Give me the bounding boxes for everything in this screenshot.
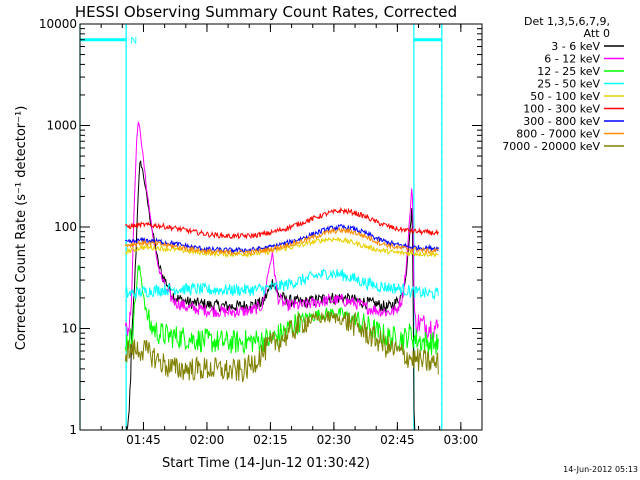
x-tick-label: 02:45 (380, 433, 415, 447)
legend-label: 7000 - 20000 keV (502, 140, 600, 153)
y-tick-label: 100 (54, 220, 77, 234)
chart-title: HESSI Observing Summary Count Rates, Cor… (75, 3, 457, 21)
series-line (124, 120, 439, 340)
legend-label: 3 - 6 keV (551, 40, 600, 53)
legend-label: 50 - 100 keV (530, 90, 600, 103)
legend-label: 300 - 800 keV (523, 115, 600, 128)
x-tick-label: 02:00 (190, 433, 225, 447)
y-axis-label: Corrected Count Rate (s⁻¹ detector⁻¹) (14, 106, 29, 351)
series-line (124, 227, 439, 257)
x-tick-label: 02:30 (317, 433, 352, 447)
night-flag-marker: N (130, 37, 137, 47)
axes: 01:45 02:00 02:15 02:30 02:45 03:00 1 10 100 1000… (39, 17, 483, 447)
legend-header: Det 1,3,5,6,7,9,Att 0 (524, 15, 610, 40)
series-line (124, 268, 439, 301)
series-line (124, 224, 439, 255)
y-tick-label: 1 (69, 423, 77, 437)
legend-label: 6 - 12 keV (544, 53, 600, 66)
y-tick-label: 1000 (46, 119, 77, 133)
series-line (125, 236, 439, 259)
legend-header-line: Det 1,3,5,6,7,9, (524, 15, 610, 28)
series-line (124, 206, 439, 240)
x-tick-label: 03:00 (444, 433, 479, 447)
x-tick-label: 02:15 (253, 433, 288, 447)
legend-label: 100 - 300 keV (523, 103, 600, 116)
footer-timestamp: 14-Jun-2012 05:13 (563, 465, 638, 474)
legend-label: 25 - 50 keV (537, 78, 600, 91)
y-tick-label: 10 (62, 322, 77, 336)
plot-area: N (79, 24, 443, 431)
legend-header-line: Att 0 (584, 27, 610, 40)
legend-label: 12 - 25 keV (537, 65, 600, 78)
y-tick-label: 10000 (39, 17, 77, 31)
series-line (124, 311, 439, 383)
legend-label: 800 - 7000 keV (516, 128, 600, 141)
x-axis-label: Start Time (14-Jun-12 01:30:42) (162, 456, 370, 471)
x-tick-label: 01:45 (126, 433, 161, 447)
